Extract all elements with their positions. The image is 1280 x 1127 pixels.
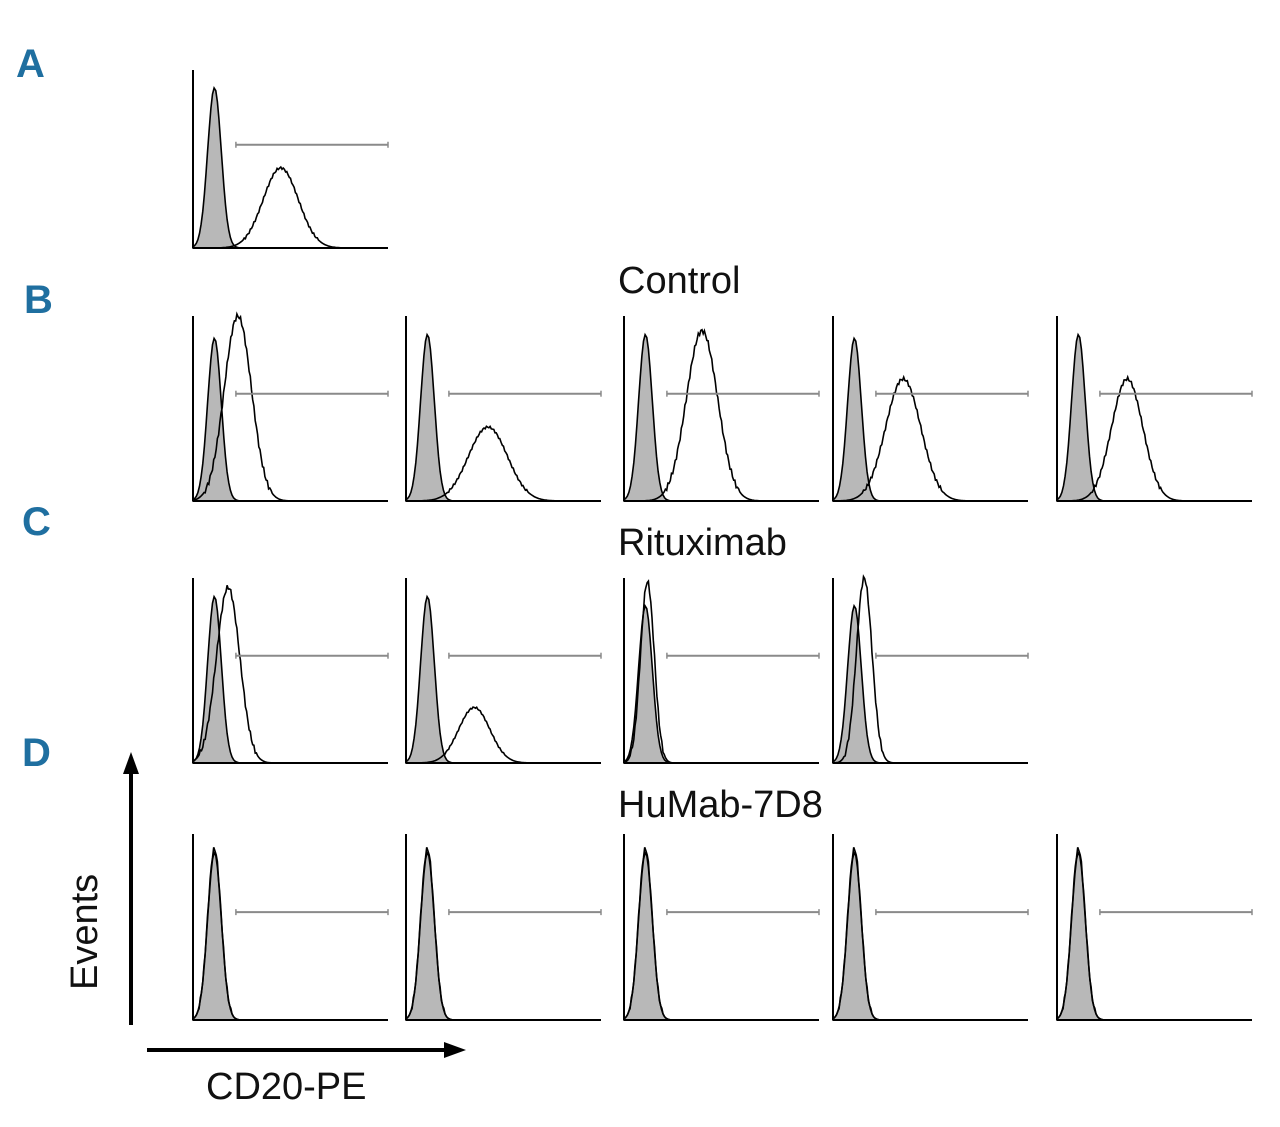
events-arrowhead (123, 752, 139, 774)
panel-letter-c: C (22, 500, 51, 544)
isotype-histogram-c-1 (192, 594, 388, 764)
panel-letter-a: A (16, 42, 45, 86)
isotype-histogram-b-1 (192, 336, 388, 502)
cd20-arrowhead (444, 1042, 466, 1058)
isotype-histogram-b-2 (405, 332, 601, 502)
panel-letter-d: D (22, 731, 51, 775)
row-title-rituximab: Rituximab (618, 522, 787, 564)
isotype-histogram-c-2 (405, 594, 601, 764)
isotype-histogram-c-4 (832, 603, 1028, 764)
isotype-histogram-a-1 (192, 86, 388, 249)
x-axis-label: CD20-PE (206, 1066, 367, 1108)
row-title-humab: HuMab-7D8 (618, 784, 823, 826)
isotype-histogram-b-4 (832, 336, 1028, 502)
row-title-control: Control (618, 260, 741, 302)
panel-letter-b: B (24, 278, 53, 322)
